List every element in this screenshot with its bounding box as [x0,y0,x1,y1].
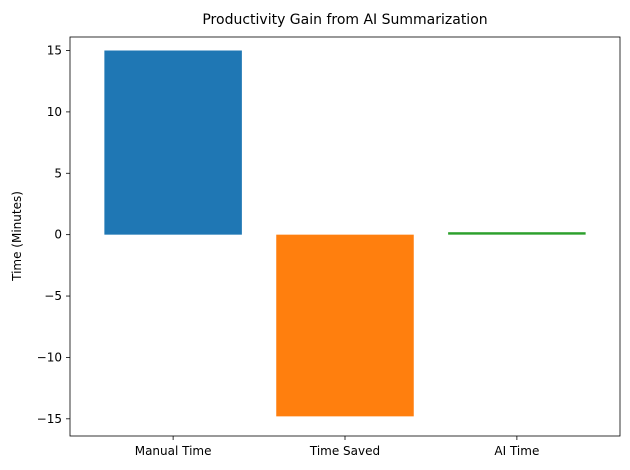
bar-time-saved [276,234,414,417]
y-tick-label: −15 [37,412,62,426]
y-tick-label: 5 [54,166,62,180]
bar-manual-time [104,50,242,235]
y-tick-label: −5 [44,289,62,303]
x-tick-label: Time Saved [309,444,380,458]
x-tick-label: Manual Time [135,444,212,458]
x-tick-label: AI Time [494,444,539,458]
bar-ai-time [448,232,586,235]
y-axis-label: Time (Minutes) [10,191,24,282]
y-tick-label: 15 [47,44,62,58]
y-tick-label: 10 [47,105,62,119]
axes-frame [69,36,621,437]
y-tick-label: −10 [37,350,62,364]
y-tick-label: 0 [54,228,62,242]
chart-title: Productivity Gain from AI Summarization [202,12,487,28]
